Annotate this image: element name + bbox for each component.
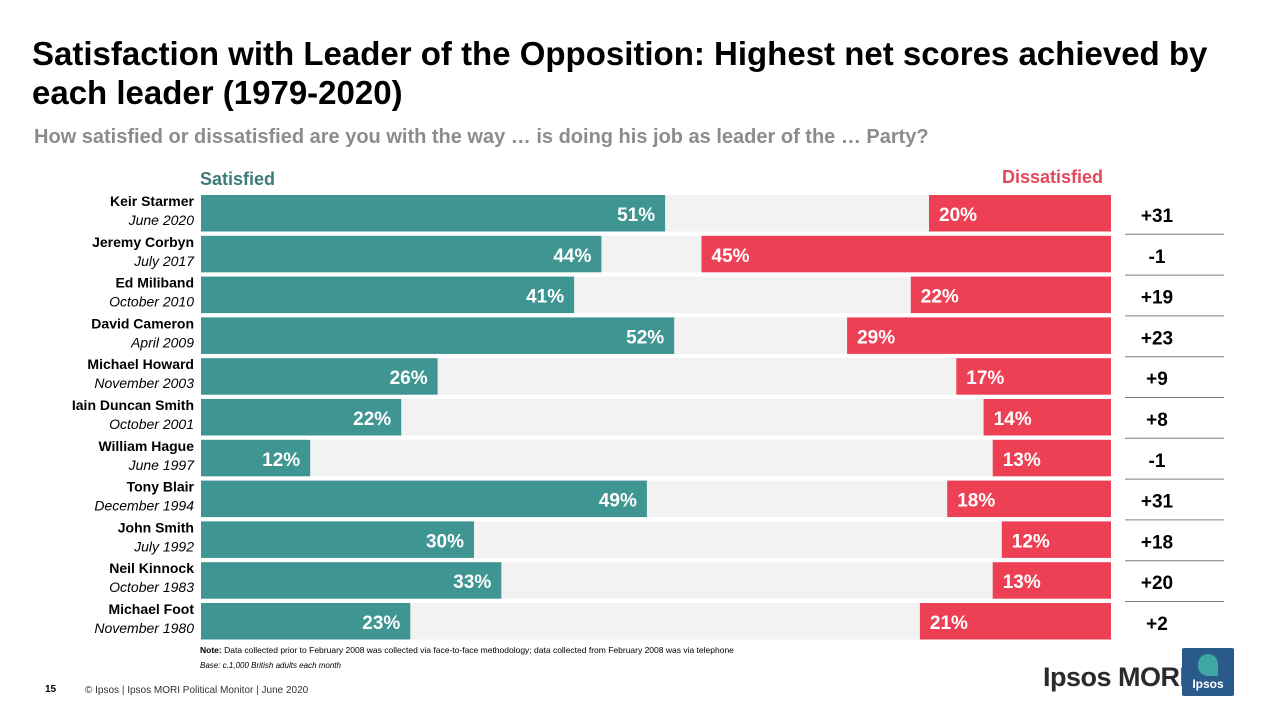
- leader-date-label: October 2010: [109, 294, 194, 310]
- net-score-label: +9: [1146, 369, 1168, 390]
- leader-date-label: June 1997: [128, 457, 196, 473]
- ipsos-logo-shape: [1198, 654, 1218, 676]
- satisfied-value-label: 51%: [617, 205, 655, 226]
- dissatisfied-bar: [947, 480, 1111, 518]
- satisfied-bar: [201, 276, 575, 314]
- leader-name-label: John Smith: [118, 519, 194, 535]
- leader-name-label: David Cameron: [91, 315, 194, 331]
- net-score-label: +31: [1141, 492, 1174, 513]
- satisfied-value-label: 26%: [390, 368, 428, 389]
- note-label: Note:: [200, 645, 222, 655]
- note-text: Data collected prior to February 2008 wa…: [221, 645, 734, 655]
- satisfied-value-label: 12%: [262, 450, 300, 471]
- satisfied-bar: [201, 521, 474, 558]
- leader-date-label: April 2009: [130, 334, 194, 350]
- methodology-note: Note: Data collected prior to February 2…: [200, 645, 734, 655]
- leader-name-label: Michael Foot: [108, 601, 194, 617]
- dissatisfied-value-label: 13%: [1003, 572, 1041, 593]
- satisfied-value-label: 44%: [553, 246, 591, 267]
- dissatisfied-bar: [929, 195, 1111, 232]
- leader-date-label: July 2017: [133, 253, 195, 269]
- leader-date-label: December 1994: [94, 498, 194, 514]
- dissatisfied-bar: [910, 276, 1111, 314]
- dissatisfied-bar: [847, 317, 1111, 354]
- dissatisfied-bar: [956, 358, 1111, 395]
- dissatisfied-value-label: 45%: [712, 246, 750, 267]
- satisfied-value-label: 22%: [353, 409, 391, 430]
- dissatisfied-bar: [701, 235, 1111, 273]
- leader-name-label: Jeremy Corbyn: [92, 234, 194, 250]
- leader-date-label: November 1980: [94, 620, 194, 636]
- satisfied-value-label: 49%: [599, 491, 637, 512]
- net-score-label: +20: [1141, 573, 1173, 594]
- dissatisfied-value-label: 17%: [966, 368, 1004, 389]
- dissatisfied-value-label: 18%: [957, 491, 995, 512]
- ipsos-logo-word: Ipsos: [1192, 677, 1224, 691]
- ipsos-mori-logo: Ipsos MORI: [1043, 662, 1187, 692]
- dissatisfied-value-label: 22%: [921, 287, 959, 308]
- leader-date-label: July 1992: [133, 538, 194, 554]
- net-score-label: -1: [1149, 247, 1166, 268]
- dissatisfied-bar: [992, 562, 1111, 599]
- chart-subtitle: How satisfied or dissatisfied are you wi…: [34, 126, 929, 148]
- leader-name-label: Iain Duncan Smith: [72, 397, 194, 413]
- dissatisfied-bar: [992, 439, 1111, 477]
- satisfied-value-label: 30%: [426, 531, 464, 552]
- net-score-label: -1: [1149, 451, 1166, 472]
- dissatisfied-value-label: 14%: [994, 409, 1032, 430]
- dissatisfied-bar: [919, 603, 1111, 640]
- satisfied-bar: [201, 439, 311, 477]
- leader-date-label: October 1983: [109, 579, 194, 595]
- leader-date-label: October 2001: [109, 416, 194, 432]
- satisfied-bar: [201, 317, 675, 354]
- dissatisfied-value-label: 13%: [1003, 450, 1041, 471]
- footer-source: © Ipsos | Ipsos MORI Political Monitor |…: [85, 685, 309, 696]
- leader-name-label: Tony Blair: [127, 479, 195, 495]
- dissatisfied-value-label: 21%: [930, 613, 968, 634]
- satisfied-bar: [201, 399, 402, 436]
- dissatisfied-bar: [1001, 521, 1111, 558]
- dissatisfied-value-label: 29%: [857, 327, 895, 348]
- net-score-label: +23: [1141, 328, 1173, 349]
- legend-satisfied: Satisfied: [200, 169, 276, 189]
- page-number: 15: [45, 684, 57, 695]
- leader-name-label: Keir Starmer: [110, 193, 195, 209]
- net-score-label: +31: [1141, 206, 1174, 227]
- satisfied-bar: [201, 562, 502, 599]
- base-note: Base: c.1,000 British adults each month: [200, 661, 341, 670]
- dissatisfied-value-label: 12%: [1012, 531, 1050, 552]
- satisfied-value-label: 33%: [453, 572, 491, 593]
- satisfied-bar: [201, 235, 602, 273]
- satisfied-value-label: 52%: [626, 327, 664, 348]
- leader-date-label: November 2003: [94, 375, 194, 391]
- satisfied-value-label: 23%: [362, 613, 400, 634]
- dissatisfied-value-label: 20%: [939, 205, 977, 226]
- leader-date-label: June 2020: [128, 212, 195, 228]
- leader-name-label: Michael Howard: [87, 356, 194, 372]
- net-score-label: +8: [1146, 410, 1168, 431]
- leader-name-label: Neil Kinnock: [109, 560, 194, 576]
- leader-name-label: William Hague: [98, 438, 194, 454]
- net-score-label: +2: [1146, 614, 1168, 635]
- net-score-label: +18: [1141, 532, 1173, 553]
- leader-name-label: Ed Miliband: [115, 275, 194, 291]
- satisfied-bar: [201, 603, 411, 640]
- net-score-label: +19: [1141, 288, 1173, 309]
- legend-dissatisfied: Dissatisfied: [1001, 167, 1103, 187]
- satisfied-value-label: 41%: [526, 287, 564, 308]
- chart-title: Satisfaction with Leader of the Oppositi…: [32, 35, 1208, 111]
- satisfied-bar: [201, 195, 666, 232]
- ipsos-logo-icon: Ipsos: [1182, 648, 1234, 696]
- bar-track: [201, 439, 1111, 477]
- dissatisfied-bar: [983, 399, 1111, 436]
- satisfied-bar: [201, 358, 438, 395]
- satisfied-bar: [201, 480, 647, 518]
